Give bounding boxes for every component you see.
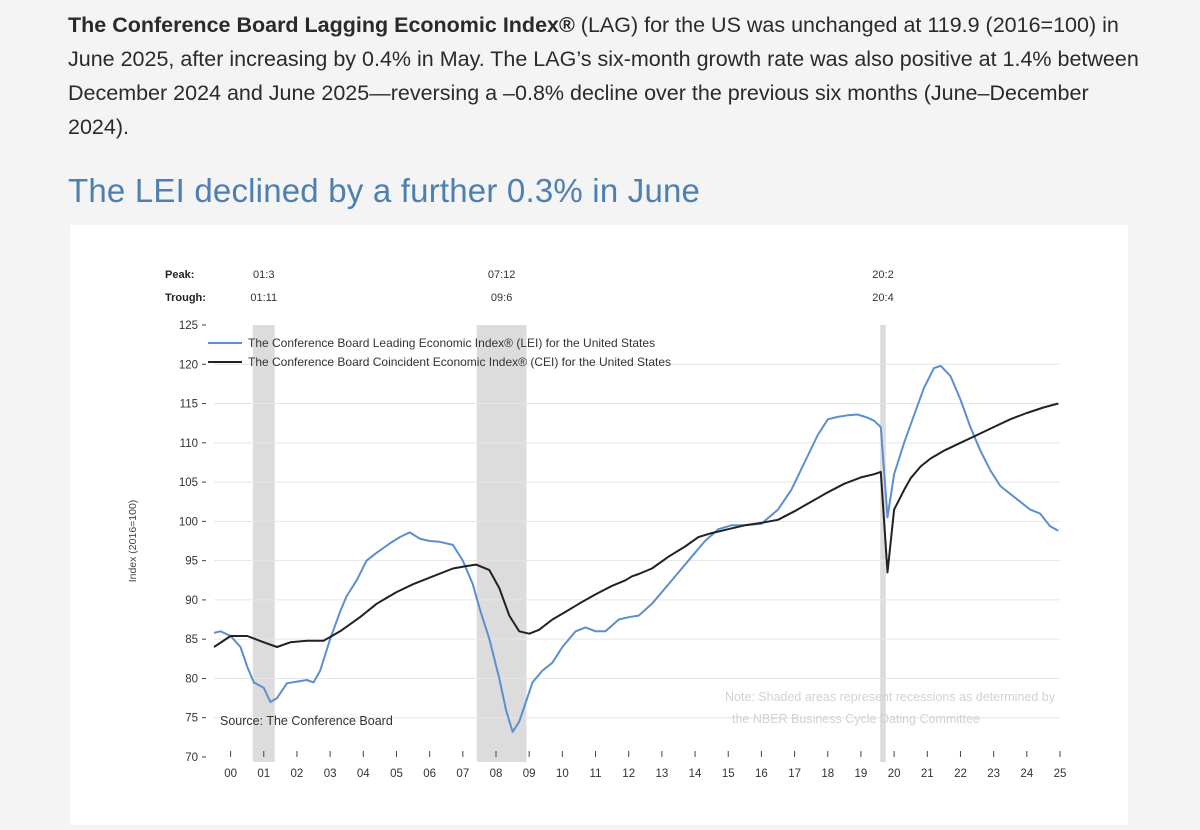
xtick-label-03: 03	[324, 768, 337, 780]
chart-card: 70 75 80 85 90 95 100 105 110 115 120 125 00 01 02 03 04…	[70, 225, 1128, 825]
xtick-label-15: 15	[722, 768, 735, 780]
xtick-label-24: 24	[1020, 768, 1033, 780]
intro-bold: The Conference Board Lagging Economic In…	[68, 13, 575, 37]
ytick-label-125: 125	[179, 320, 198, 332]
series-line-lei	[213, 364, 1059, 733]
recession-trough-date-2: 20:4	[872, 292, 893, 304]
xtick-label-10: 10	[556, 768, 569, 780]
note-line-2: the NBER Business Cycle Dating Committee	[732, 712, 980, 726]
xtick-label-16: 16	[755, 768, 768, 780]
legend-label-cei: The Conference Board Coincident Economic…	[248, 355, 671, 369]
series-line-cei	[213, 402, 1059, 648]
ytick-label-80: 80	[185, 673, 198, 685]
recession-band-1	[476, 325, 527, 762]
xtick-label-25: 25	[1054, 768, 1067, 780]
trough-label: Trough:	[165, 292, 206, 304]
xtick-label-11: 11	[590, 768, 602, 780]
ytick-label-120: 120	[179, 359, 198, 371]
ytick-label-105: 105	[179, 477, 198, 489]
ytick-label-115: 115	[180, 399, 198, 411]
chart-svg: 70 75 80 85 90 95 100 105 110 115 120 125 00 01 02 03 04…	[127, 269, 1067, 780]
peak-label: Peak:	[165, 269, 194, 281]
xtick-label-00: 00	[224, 768, 237, 780]
xtick-label-17: 17	[788, 768, 801, 780]
recession-trough-date-0: 01:11	[250, 292, 277, 304]
xtick-label-04: 04	[357, 768, 370, 780]
xtick-label-21: 21	[921, 768, 934, 780]
intro-text: (LAG) for the US was unchanged at 119.9 …	[68, 13, 1139, 139]
xtick-label-06: 06	[423, 768, 436, 780]
y-axis-label: Index (2016=100)	[127, 500, 139, 583]
legend-label-lei: The Conference Board Leading Economic In…	[248, 336, 655, 350]
xtick-label-08: 08	[490, 768, 503, 780]
xtick-label-22: 22	[954, 768, 967, 780]
xtick-label-01: 01	[257, 768, 270, 780]
ytick-label-110: 110	[180, 438, 198, 450]
xtick-label-02: 02	[291, 768, 304, 780]
recession-trough-date-1: 09:6	[491, 292, 512, 304]
xtick-label-13: 13	[655, 768, 668, 780]
xtick-label-23: 23	[987, 768, 1000, 780]
ytick-label-85: 85	[185, 634, 198, 646]
chart-headline: The LEI declined by a further 0.3% in Ju…	[68, 172, 701, 209]
xtick-label-18: 18	[821, 768, 834, 780]
recession-peak-date-1: 07:12	[488, 269, 516, 281]
recession-band-0	[252, 325, 275, 762]
xtick-label-09: 09	[523, 768, 536, 780]
recession-band-2	[880, 325, 886, 762]
ytick-label-90: 90	[185, 595, 198, 607]
note-line-1: Note: Shaded areas represent recessions …	[725, 690, 1056, 704]
xtick-label-12: 12	[622, 768, 635, 780]
intro-paragraph: The Conference Board Lagging Economic In…	[68, 8, 1148, 144]
recession-peak-date-2: 20:2	[872, 269, 893, 281]
source-label: Source: The Conference Board	[220, 714, 393, 728]
ytick-label-75: 75	[185, 713, 198, 725]
xtick-label-07: 07	[456, 768, 469, 780]
xtick-label-19: 19	[855, 768, 868, 780]
ytick-label-70: 70	[185, 752, 198, 764]
recession-peak-date-0: 01:3	[253, 269, 274, 281]
xtick-label-14: 14	[689, 768, 702, 780]
ytick-label-100: 100	[179, 516, 198, 528]
xtick-label-20: 20	[888, 768, 901, 780]
xtick-label-05: 05	[390, 768, 403, 780]
ytick-label-95: 95	[185, 556, 198, 568]
